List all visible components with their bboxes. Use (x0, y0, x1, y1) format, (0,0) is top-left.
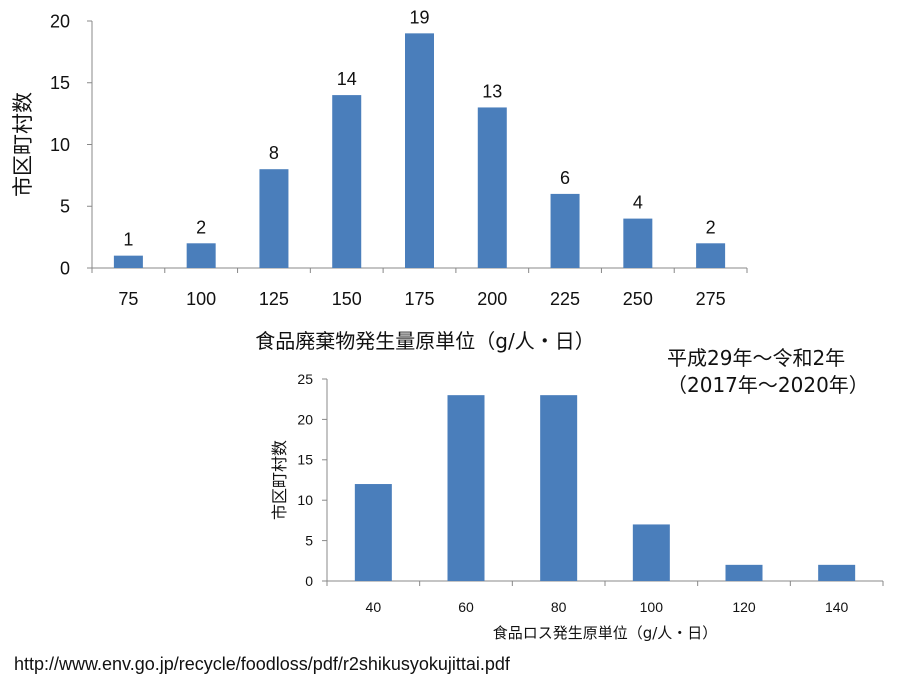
top-y-axis-title: 市区町村数 (11, 92, 35, 197)
bottom-y-tick-label: 20 (297, 411, 313, 427)
top-bar-225 (550, 193, 580, 268)
top-x-tick-label: 250 (623, 289, 653, 309)
top-x-tick-label: 125 (259, 289, 289, 309)
top-y-tick-label: 5 (60, 197, 70, 217)
bottom-bar-100 (632, 524, 670, 581)
bottom-y-axis-title: 市区町村数 (270, 440, 289, 520)
bottom-y-tick-label: 5 (305, 533, 313, 549)
top-x-axis-title: 食品廃棄物発生量原単位（g/人・日） (255, 329, 594, 353)
bottom-y-tick-label: 10 (297, 492, 313, 508)
bottom-x-axis-title: 食品ロス発生原単位（g/人・日） (493, 624, 718, 642)
bottom-bar-60 (447, 395, 485, 581)
bottom-bar-140 (818, 564, 856, 581)
top-bar-125 (259, 169, 289, 268)
bottom-x-tick-label: 120 (732, 599, 756, 615)
top-bar-100 (186, 243, 216, 268)
top-bar-75 (113, 255, 143, 268)
top-bar-150 (332, 95, 362, 268)
top-y-tick-label: 15 (50, 73, 70, 93)
source-url: http://www.env.go.jp/recycle/foodloss/pd… (14, 654, 510, 674)
top-data-label: 4 (633, 193, 643, 213)
bottom-y-tick-label: 15 (297, 452, 313, 468)
top-data-label: 2 (706, 217, 716, 237)
top-x-tick-label: 225 (550, 289, 580, 309)
top-bar-200 (477, 107, 507, 268)
period-note: 平成29年～令和2年 （2017年～2020年） (667, 345, 869, 399)
bottom-x-tick-label: 140 (825, 599, 849, 615)
bottom-y-tick-label: 0 (305, 573, 313, 589)
bottom-x-tick-label: 100 (640, 599, 664, 615)
top-bar-175 (405, 33, 434, 268)
top-y-tick-label: 0 (60, 258, 70, 278)
bottom-x-tick-label: 40 (366, 599, 382, 615)
top-bar-250 (623, 218, 653, 268)
top-x-tick-label: 200 (477, 289, 507, 309)
bottom-x-tick-label: 60 (458, 599, 474, 615)
top-data-label: 2 (196, 217, 206, 237)
top-data-label: 19 (409, 7, 429, 27)
period-note-line1: 平成29年～令和2年 (667, 346, 846, 370)
top-y-tick-label: 10 (50, 135, 70, 155)
top-chart: 0 5 10 15 20 75 1 100 2 125 8 150 14 175 19 200 13 225 6 25… (11, 7, 748, 353)
bottom-y-tick-label: 25 (297, 371, 313, 387)
bottom-bar-40 (354, 484, 392, 581)
period-note-line2: （2017年～2020年） (667, 373, 869, 397)
top-x-tick-label: 75 (118, 289, 138, 309)
bottom-bar-80 (540, 395, 578, 581)
top-y-tick-label: 20 (50, 11, 70, 31)
bottom-chart: 0 5 10 15 20 25 40 60 80 100 120 140 食品ロス発生原単位（g/人・日… (270, 371, 884, 642)
top-data-label: 14 (337, 69, 357, 89)
bottom-bar-120 (725, 564, 763, 581)
top-data-label: 6 (560, 168, 570, 188)
top-x-tick-label: 150 (332, 289, 362, 309)
bottom-x-tick-label: 80 (551, 599, 567, 615)
top-data-label: 8 (269, 143, 279, 163)
top-x-tick-label: 275 (696, 289, 726, 309)
top-bar-275 (696, 243, 726, 268)
top-x-tick-label: 100 (186, 289, 216, 309)
top-data-label: 13 (482, 81, 502, 101)
top-x-tick-label: 175 (404, 289, 434, 309)
top-data-label: 1 (123, 230, 133, 250)
